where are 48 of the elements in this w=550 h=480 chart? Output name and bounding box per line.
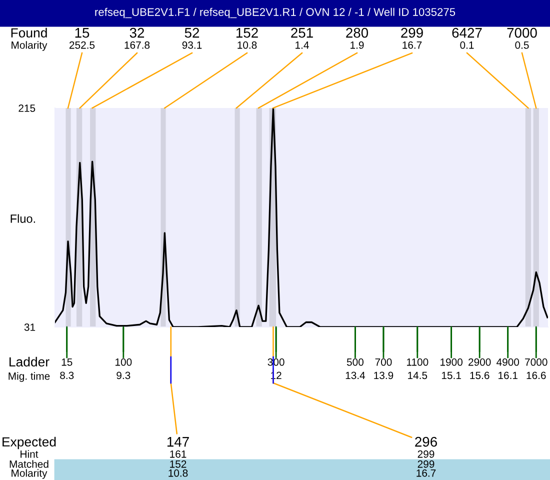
annotation: 152 10.8	[236, 28, 258, 49]
text: 299	[418, 460, 434, 468]
text: 16.7	[416, 469, 436, 477]
x-tick-label: 13.9	[374, 372, 394, 380]
annotation: 280 1.9	[346, 28, 368, 49]
text: 299	[418, 450, 434, 458]
text: 152	[170, 460, 186, 468]
x-tick-label: 8.3	[60, 372, 74, 380]
annotation: 32 167.8	[124, 28, 150, 49]
annotation: 6427 0.1	[452, 28, 482, 49]
annotation: 15 252.5	[69, 28, 95, 49]
annotation: 1900	[440, 358, 463, 366]
annotation: 7000 0.5	[507, 28, 537, 49]
y-axis-title: Fluo.	[10, 214, 35, 223]
text: 10.8	[168, 469, 188, 477]
text: Matched	[10, 460, 48, 468]
annotation: 52 93.1	[182, 28, 202, 49]
text: Expected	[2, 436, 56, 450]
y-tick-label: 31	[24, 324, 36, 331]
text: 161	[170, 450, 186, 458]
annotation: 4900	[496, 358, 520, 366]
annotation: 299 16.7	[401, 28, 423, 49]
annotation: 7000	[525, 358, 548, 366]
x-tick-label: 14.5	[408, 372, 428, 380]
x-tick-label: 9.3	[116, 372, 130, 380]
text: Hint	[20, 450, 38, 458]
text: Molarity	[12, 41, 48, 51]
annotation: 500	[346, 358, 364, 366]
text: Mig. time	[8, 372, 50, 382]
text: Found	[11, 28, 47, 38]
x-tick-label: 15.1	[442, 372, 461, 380]
annotation: 296	[415, 436, 437, 447]
line-series	[55, 108, 548, 327]
x-tick-label: 16.6	[526, 372, 546, 380]
annotation: 700	[375, 358, 392, 366]
annotation: 15	[62, 358, 72, 366]
annotation: 100	[116, 358, 132, 366]
annotation: 1100	[406, 358, 428, 366]
text: Ladder	[10, 356, 50, 367]
annotation: 2900	[468, 358, 491, 366]
x-tick-label: 16.1	[498, 372, 518, 380]
x-tick-label: 13.4	[346, 372, 366, 380]
annotation: 251 1.4	[291, 28, 313, 49]
y-tick-label: 215	[18, 104, 36, 112]
text: Molarity	[12, 469, 48, 479]
chart-title: refseq_UBE2V1.F1 / refseq_UBE2V1.R1 / OVN 12 / -1 / Well ID 1035275	[95, 8, 456, 18]
x-tick-label: 15.6	[470, 372, 490, 380]
annotation: 147	[167, 437, 189, 447]
